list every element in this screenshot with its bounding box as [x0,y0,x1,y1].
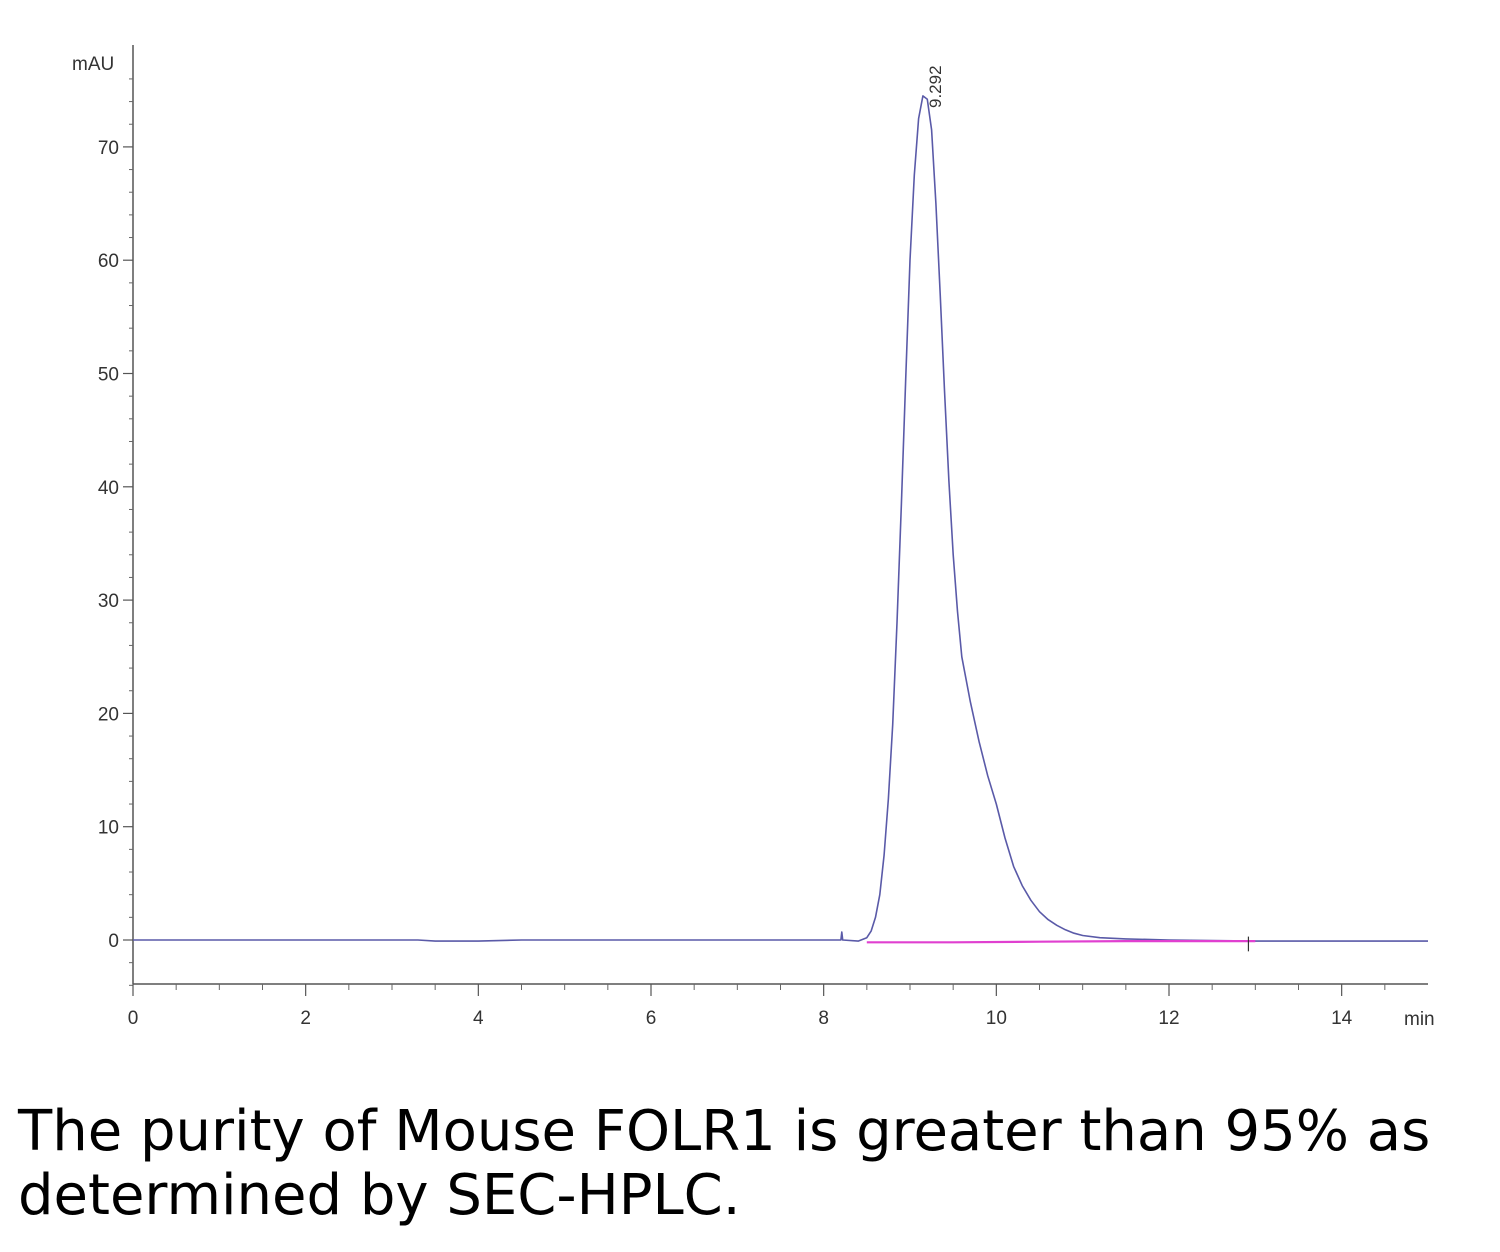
y-unit-label: mAU [72,54,114,75]
x-unit-label: min [1404,1009,1435,1030]
axes [132,45,1428,985]
y-tick-label: 70 [98,138,119,159]
x-tick-label: 12 [1158,1008,1179,1029]
y-tick-label: 30 [98,591,119,612]
series-layer [133,95,1428,952]
x-tick-label: 0 [128,1008,139,1029]
y-tick-label: 20 [98,704,119,725]
caption: The purity of Mouse FOLR1 is greater tha… [18,1099,1431,1228]
series-line-1 [133,95,1428,942]
y-tick-label: 10 [98,818,119,839]
y-tick-label: 60 [98,251,119,272]
peak-label: 9.292 [926,65,945,108]
sec-hplc-chromatogram: 0 10 20 30 40 50 60 70 0 2 4 6 8 10 12 14 mAU min 9.292 [72,45,1435,1030]
y-tick-label: 50 [98,365,119,386]
ticks: 0 10 20 30 40 50 60 70 0 2 4 6 8 10 12 14 [98,78,1386,1029]
x-tick-label: 6 [646,1008,657,1029]
y-tick-label: 40 [98,478,119,499]
x-tick-label: 14 [1331,1008,1353,1029]
x-tick-label: 2 [300,1008,311,1029]
x-tick-label: 4 [473,1008,484,1029]
series-line-2 [866,939,1256,944]
y-tick-label: 0 [108,931,119,952]
x-tick-label: 10 [986,1008,1007,1029]
x-tick-label: 8 [818,1008,829,1029]
